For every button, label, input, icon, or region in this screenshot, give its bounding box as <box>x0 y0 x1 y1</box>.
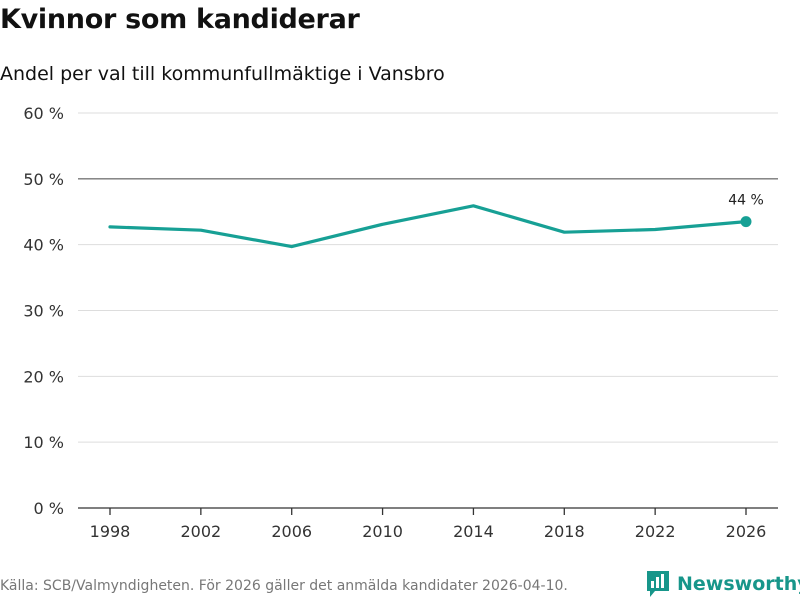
y-tick-label: 10 % <box>23 433 64 452</box>
x-tick-label: 2018 <box>544 522 585 541</box>
x-tick-label: 2002 <box>180 522 221 541</box>
last-data-point <box>740 216 752 228</box>
x-axis: 1998 2002 2006 2010 2014 2018 2022 2026 <box>78 507 778 541</box>
x-tick-label: 2014 <box>453 522 494 541</box>
brand-logo: Newsworthy <box>645 569 800 599</box>
chart-title: Kvinnor som kandiderar <box>0 4 360 35</box>
x-tick-label: 2006 <box>271 522 312 541</box>
x-tick-label: 2026 <box>726 522 767 541</box>
x-tick-label: 2010 <box>362 522 403 541</box>
y-axis-ticks: 0 % 10 % 20 % 30 % 40 % 50 % 60 % <box>23 104 64 518</box>
last-point-label: 44 % <box>728 193 764 209</box>
y-tick-label: 60 % <box>23 104 64 123</box>
newsworthy-logo-icon <box>647 571 669 597</box>
line-chart: 0 % 10 % 20 % 30 % 40 % 50 % 60 % 1998 2002 2006… <box>23 104 778 541</box>
series-line-andel-kvinnor <box>108 204 748 249</box>
y-tick-label: 20 % <box>23 367 64 386</box>
y-tick-label: 0 % <box>34 499 64 518</box>
gridlines <box>78 112 778 443</box>
chart-subtitle: Andel per val till kommunfullmäktige i V… <box>0 63 445 85</box>
source-note: Källa: SCB/Valmyndigheten. För 2026 gäll… <box>0 578 568 594</box>
y-tick-label: 50 % <box>23 170 64 189</box>
data-series: 44 % <box>108 193 764 249</box>
y-tick-label: 30 % <box>23 302 64 321</box>
x-tick-label: 1998 <box>90 522 131 541</box>
brand-name: Newsworthy <box>677 573 800 595</box>
x-tick-label: 2022 <box>635 522 676 541</box>
y-tick-label: 40 % <box>23 236 64 255</box>
